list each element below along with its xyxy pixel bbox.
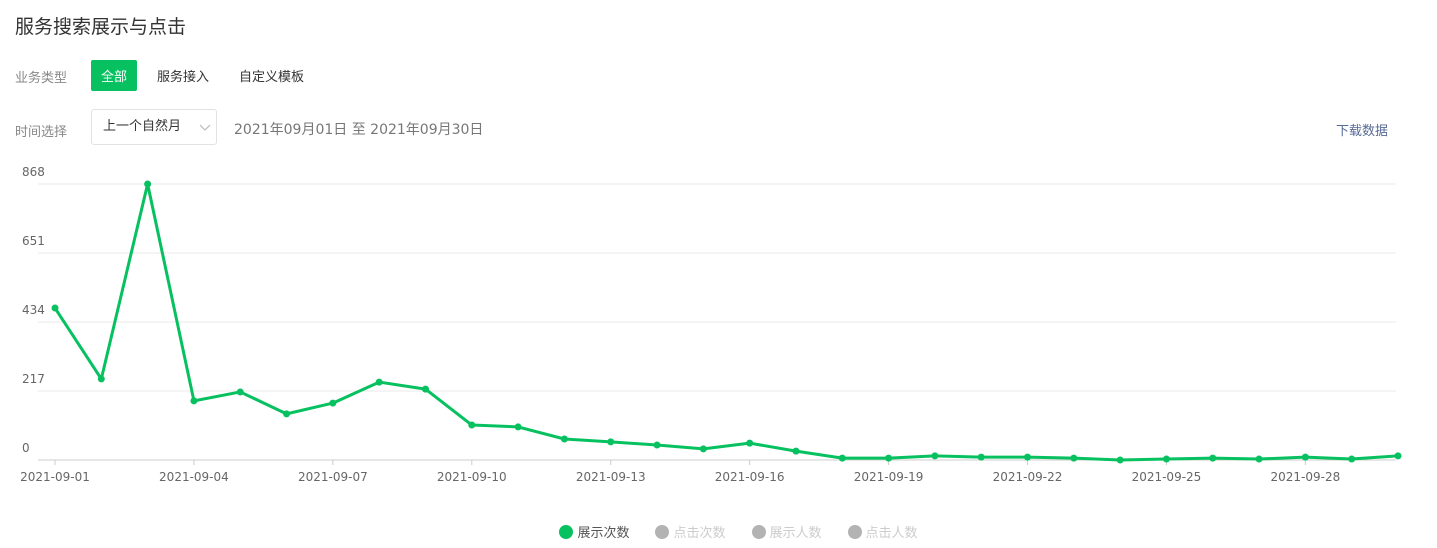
legend-swatch	[655, 524, 670, 539]
point	[1394, 452, 1402, 460]
x-tick-label: 2021-09-10	[437, 470, 507, 484]
point	[746, 439, 754, 447]
x-tick-label: 2021-09-07	[298, 470, 368, 484]
point	[468, 421, 476, 429]
legend-item[interactable]: 展示次数	[559, 522, 629, 541]
y-tick-label: 868	[22, 165, 45, 179]
legend-text: 展示人数	[769, 526, 822, 541]
point	[931, 452, 939, 460]
point	[329, 399, 337, 407]
legend-swatch	[751, 524, 766, 539]
legend-swatch	[559, 524, 574, 539]
point	[1209, 454, 1217, 462]
point	[1116, 456, 1124, 464]
point	[1348, 455, 1356, 463]
legend-text: 点击人数	[865, 526, 918, 541]
point	[838, 454, 846, 462]
point	[51, 304, 59, 312]
filter-options: 全部 服务接入 自定义模板	[91, 60, 314, 91]
x-tick-label: 2021-09-13	[576, 470, 646, 484]
point	[97, 375, 105, 383]
legend: 展示次数 点击次数 展示人数 点击人数	[0, 522, 1437, 541]
legend-item[interactable]: 点击人数	[847, 522, 918, 541]
y-tick-label: 0	[22, 441, 30, 455]
point	[1024, 453, 1032, 461]
time-label: 时间选择	[15, 125, 68, 140]
legend-swatch	[847, 524, 862, 539]
point	[885, 454, 893, 462]
legend-item[interactable]: 点击次数	[655, 522, 726, 541]
time-select[interactable]: 上一个自然月	[91, 109, 217, 145]
date-range: 2021年09月01日 至 2021年09月30日	[234, 122, 484, 138]
point	[1162, 455, 1170, 463]
point	[144, 180, 152, 188]
legend-item[interactable]: 展示人数	[751, 522, 822, 541]
x-tick-label: 2021-09-01	[20, 470, 90, 484]
point	[653, 441, 661, 449]
x-tick-label: 2021-09-22	[993, 470, 1063, 484]
point	[283, 410, 291, 418]
filter-button[interactable]: 自定义模板	[239, 70, 305, 85]
filter-button[interactable]: 全部	[91, 60, 138, 91]
x-tick-label: 2021-09-25	[1132, 470, 1202, 484]
point	[514, 423, 522, 431]
point	[977, 453, 985, 461]
y-tick-label: 434	[22, 303, 45, 317]
x-tick-label: 2021-09-16	[715, 470, 785, 484]
point	[792, 447, 800, 455]
filter-label: 业务类型	[15, 71, 68, 86]
point	[1301, 453, 1309, 461]
point	[560, 435, 568, 443]
point	[421, 385, 429, 393]
chevron	[199, 124, 211, 131]
point	[375, 378, 383, 386]
y-tick-label: 651	[22, 234, 45, 248]
select-text: 上一个自然月	[103, 119, 182, 134]
point	[607, 438, 615, 446]
legend-text: 展示次数	[577, 526, 630, 541]
point	[190, 397, 198, 405]
y-tick-label: 217	[22, 372, 45, 386]
x-tick-label: 2021-09-19	[854, 470, 924, 484]
point	[1070, 454, 1078, 462]
x-tick-label: 2021-09-28	[1271, 470, 1341, 484]
point	[699, 445, 707, 453]
download-link[interactable]: 下载数据	[1336, 124, 1389, 139]
filter-button[interactable]: 服务接入	[157, 70, 210, 85]
x-tick-label: 2021-09-04	[159, 470, 229, 484]
page-title: 服务搜索展示与点击	[15, 16, 187, 38]
line	[53, 182, 1399, 462]
point	[236, 388, 244, 396]
point	[1255, 455, 1263, 463]
legend-text: 点击次数	[673, 526, 726, 541]
